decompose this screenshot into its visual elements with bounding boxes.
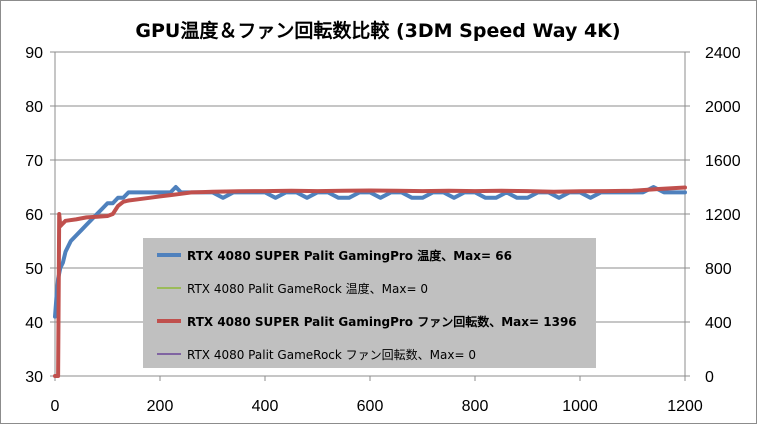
y2-tick-label: 2000 xyxy=(705,99,741,116)
y-tick-label: 70 xyxy=(25,153,43,170)
x-tick-label: 200 xyxy=(147,398,174,415)
x-tick-label: 600 xyxy=(357,398,384,415)
y-tick-label: 30 xyxy=(25,369,43,386)
y2-tick-label: 800 xyxy=(705,261,732,278)
x-tick-label: 1000 xyxy=(562,398,598,415)
y-tick-label: 50 xyxy=(25,261,43,278)
y-tick-label: 60 xyxy=(25,207,43,224)
y-tick-label: 80 xyxy=(25,99,43,116)
legend-box xyxy=(143,238,596,368)
y2-tick-label: 1600 xyxy=(705,153,741,170)
legend-label-0: RTX 4080 SUPER Palit GamingPro 温度、Max= 6… xyxy=(187,248,512,263)
y2-tick-label: 400 xyxy=(705,315,732,332)
y-tick-label: 40 xyxy=(25,315,43,332)
legend-label-2: RTX 4080 SUPER Palit GamingPro ファン回転数、Ma… xyxy=(187,314,577,329)
legend-label-3: RTX 4080 Palit GameRock ファン回転数、Max= 0 xyxy=(187,347,476,362)
series-line-2 xyxy=(53,185,687,378)
x-tick-label: 0 xyxy=(51,398,60,415)
x-tick-label: 800 xyxy=(462,398,489,415)
y2-tick-label: 2400 xyxy=(705,45,741,62)
chart-title: GPU温度＆ファン回転数比較 (3DM Speed Way 4K) xyxy=(135,19,620,42)
y-tick-label: 90 xyxy=(25,45,43,62)
y2-tick-label: 0 xyxy=(705,369,714,386)
x-tick-label: 400 xyxy=(252,398,279,415)
x-tick-label: 1200 xyxy=(667,398,703,415)
y2-tick-label: 1200 xyxy=(705,207,741,224)
legend-label-1: RTX 4080 Palit GameRock 温度、Max= 0 xyxy=(187,281,428,296)
